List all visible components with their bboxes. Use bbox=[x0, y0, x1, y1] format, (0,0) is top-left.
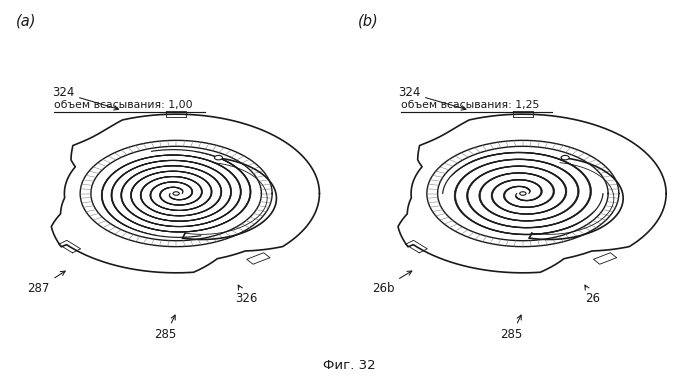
Text: 324: 324 bbox=[52, 86, 119, 110]
Text: Фиг. 32: Фиг. 32 bbox=[323, 359, 376, 372]
Text: (b): (b) bbox=[358, 14, 379, 29]
Text: 287: 287 bbox=[27, 271, 65, 295]
Text: 285: 285 bbox=[500, 315, 523, 341]
Text: 26: 26 bbox=[585, 285, 600, 305]
Text: (a): (a) bbox=[16, 14, 36, 29]
Text: 326: 326 bbox=[235, 285, 257, 305]
Circle shape bbox=[215, 156, 222, 160]
Circle shape bbox=[173, 192, 180, 195]
Text: 324: 324 bbox=[398, 86, 466, 110]
Text: объем всасывания: 1,00: объем всасывания: 1,00 bbox=[55, 100, 193, 110]
Text: 285: 285 bbox=[154, 315, 177, 341]
Circle shape bbox=[561, 156, 569, 160]
Text: объем всасывания: 1,25: объем всасывания: 1,25 bbox=[401, 100, 540, 110]
Text: 26b: 26b bbox=[372, 271, 412, 295]
Circle shape bbox=[519, 192, 526, 195]
